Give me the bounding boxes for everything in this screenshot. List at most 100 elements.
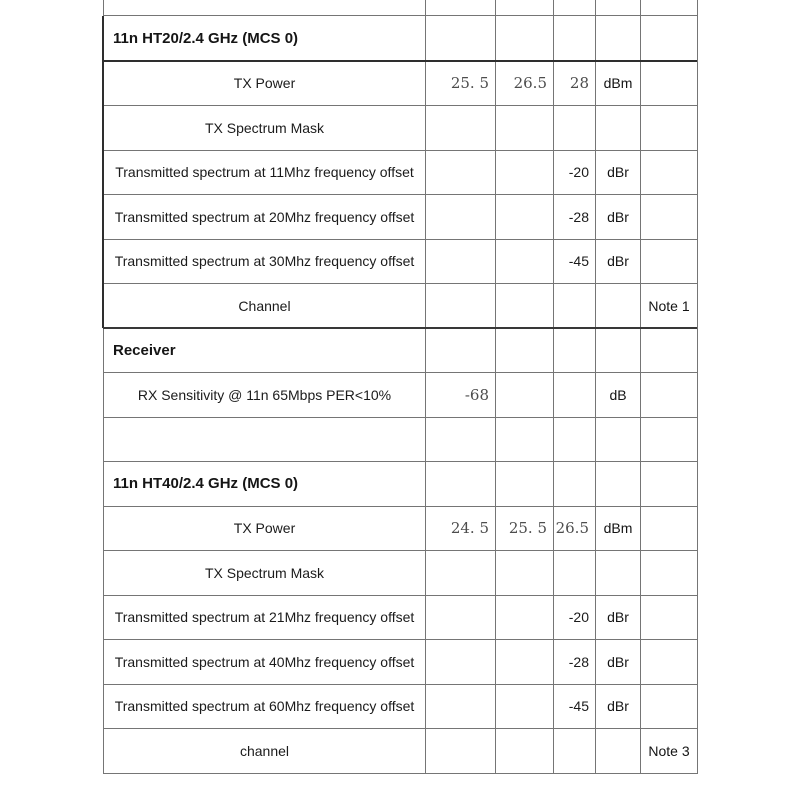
value-max-cell [553, 372, 596, 418]
unit-cell: dBr [595, 683, 641, 729]
param-cell [103, 416, 426, 462]
value-typ-cell [495, 416, 554, 462]
value-min-cell: 25. 5 [425, 60, 496, 106]
note-cell: Note 3 [640, 728, 698, 774]
param-cell: TX Spectrum Mask [103, 550, 426, 596]
table-row: Transmitted spectrum at 40Mhz frequency … [103, 639, 698, 685]
value-min-cell [425, 194, 496, 240]
table-row: Transmitted spectrum at 11Mhz frequency … [103, 149, 698, 195]
note-cell [640, 60, 698, 106]
note-cell [640, 238, 698, 284]
value-typ-cell [495, 683, 554, 729]
value-min-cell [425, 0, 496, 16]
value-typ-cell [495, 594, 554, 640]
table-row: TX Spectrum Mask [103, 105, 698, 151]
section-title-receiver: Receiver [103, 327, 426, 373]
value-max-cell [553, 461, 596, 507]
note-cell [640, 416, 698, 462]
note-cell [640, 327, 698, 373]
table-row: Transmitted spectrum at 60Mhz frequency … [103, 683, 698, 729]
thick-middle-border [103, 327, 697, 329]
value-max-cell [553, 105, 596, 151]
value-max-cell: -20 [553, 594, 596, 640]
value-typ-cell [495, 639, 554, 685]
value-typ-cell [495, 327, 554, 373]
note-cell: Note 1 [640, 283, 698, 329]
value-min-cell [425, 728, 496, 774]
value-min-cell [425, 639, 496, 685]
spec-table: 11n HT20/2.4 GHz (MCS 0) TX Power 25. 5 … [103, 0, 698, 774]
unit-cell [595, 550, 641, 596]
value-typ-cell [495, 149, 554, 195]
value-min-cell [425, 149, 496, 195]
value-typ-cell [495, 238, 554, 284]
note-cell [640, 149, 698, 195]
table-row-empty [103, 416, 698, 462]
param-cell: TX Spectrum Mask [103, 105, 426, 151]
unit-cell [595, 728, 641, 774]
value-min-cell: -68 [425, 372, 496, 418]
note-cell [640, 594, 698, 640]
value-typ-cell [495, 728, 554, 774]
table-row-section: 11n HT40/2.4 GHz (MCS 0) [103, 461, 698, 507]
table-row: channel Note 3 [103, 728, 698, 774]
param-cell: TX Power [103, 505, 426, 551]
value-typ-cell: 26.5 [495, 60, 554, 106]
param-cell: RX Sensitivity @ 11n 65Mbps PER<10% [103, 372, 426, 418]
value-max-cell: 28 [553, 60, 596, 106]
note-cell [640, 505, 698, 551]
param-cell: channel [103, 728, 426, 774]
unit-cell: dBm [595, 60, 641, 106]
unit-cell: dB [595, 372, 641, 418]
unit-cell: dBr [595, 639, 641, 685]
value-max-cell: -20 [553, 149, 596, 195]
table-row: Channel Note 1 [103, 283, 698, 329]
value-min-cell [425, 238, 496, 284]
value-max-cell: -45 [553, 238, 596, 284]
table-row: TX Spectrum Mask [103, 550, 698, 596]
table-row: TX Power 24. 5 25. 5 26.5 dBm [103, 505, 698, 551]
section-title-ht40: 11n HT40/2.4 GHz (MCS 0) [103, 461, 426, 507]
table-row: Transmitted spectrum at 21Mhz frequency … [103, 594, 698, 640]
value-max-cell [553, 728, 596, 774]
value-typ-cell [495, 461, 554, 507]
param-cell: TX Power [103, 60, 426, 106]
value-max-cell: 26.5 [553, 505, 596, 551]
value-max-cell [553, 0, 596, 16]
value-max-cell [553, 327, 596, 373]
value-typ-cell [495, 372, 554, 418]
thick-top-border [103, 60, 697, 62]
note-cell [640, 0, 698, 16]
value-min-cell: 24. 5 [425, 505, 496, 551]
unit-cell [595, 416, 641, 462]
thick-left-border [102, 16, 104, 328]
unit-cell: dBr [595, 149, 641, 195]
value-typ-cell [495, 105, 554, 151]
note-cell [640, 105, 698, 151]
value-typ-cell [495, 283, 554, 329]
value-min-cell [425, 14, 496, 62]
unit-cell [595, 283, 641, 329]
value-min-cell [425, 416, 496, 462]
value-max-cell: -28 [553, 639, 596, 685]
value-min-cell [425, 683, 496, 729]
value-min-cell [425, 105, 496, 151]
param-cell: Transmitted spectrum at 21Mhz frequency … [103, 594, 426, 640]
note-cell [640, 461, 698, 507]
value-typ-cell [495, 194, 554, 240]
value-typ-cell [495, 0, 554, 16]
table-row: Transmitted spectrum at 30Mhz frequency … [103, 238, 698, 284]
unit-cell [595, 0, 641, 16]
param-cell [103, 0, 426, 16]
param-cell: Transmitted spectrum at 30Mhz frequency … [103, 238, 426, 284]
note-cell [640, 14, 698, 62]
unit-cell: dBr [595, 594, 641, 640]
note-cell [640, 683, 698, 729]
table-row-partial [103, 0, 698, 16]
value-min-cell [425, 594, 496, 640]
table-row: Transmitted spectrum at 20Mhz frequency … [103, 194, 698, 240]
value-min-cell [425, 283, 496, 329]
table-row-section: 11n HT20/2.4 GHz (MCS 0) [103, 14, 698, 62]
note-cell [640, 639, 698, 685]
